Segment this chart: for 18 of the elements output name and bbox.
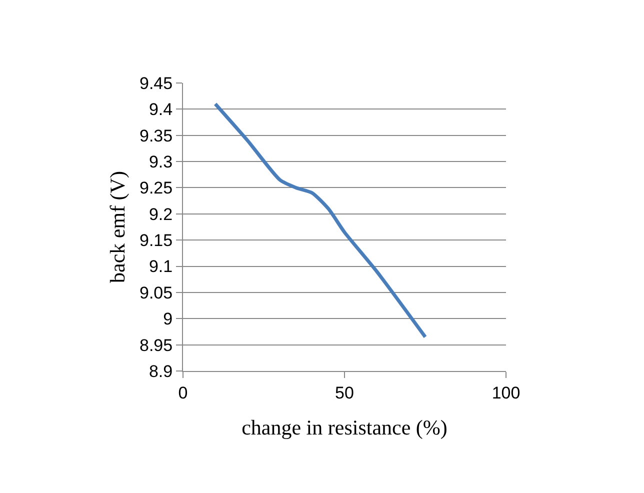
- y-tick-label: 9.4: [148, 100, 173, 120]
- y-axis-title: back emf (V): [106, 171, 130, 283]
- y-tick-label: 9.1: [148, 257, 173, 276]
- y-tick-label: 9.15: [140, 231, 173, 250]
- y-tick-label: 9: [163, 310, 173, 329]
- y-tick-label: 9.35: [140, 126, 173, 146]
- x-tick-label: 100: [492, 383, 520, 402]
- y-tick-label: 9.2: [148, 204, 173, 224]
- x-tick-label: 50: [335, 383, 354, 402]
- x-axis-title: change in resistance (%): [242, 416, 448, 440]
- y-tick-label: 8.9: [148, 362, 173, 381]
- x-tick-label: 0: [178, 383, 188, 402]
- y-tick-label: 8.95: [140, 336, 173, 355]
- y-tick-label: 9.3: [148, 152, 173, 172]
- y-tick-label: 9.45: [140, 74, 173, 93]
- y-tick-label: 9.05: [140, 283, 173, 302]
- line-series: [214, 102, 427, 339]
- y-tick-label: 9.25: [140, 178, 173, 198]
